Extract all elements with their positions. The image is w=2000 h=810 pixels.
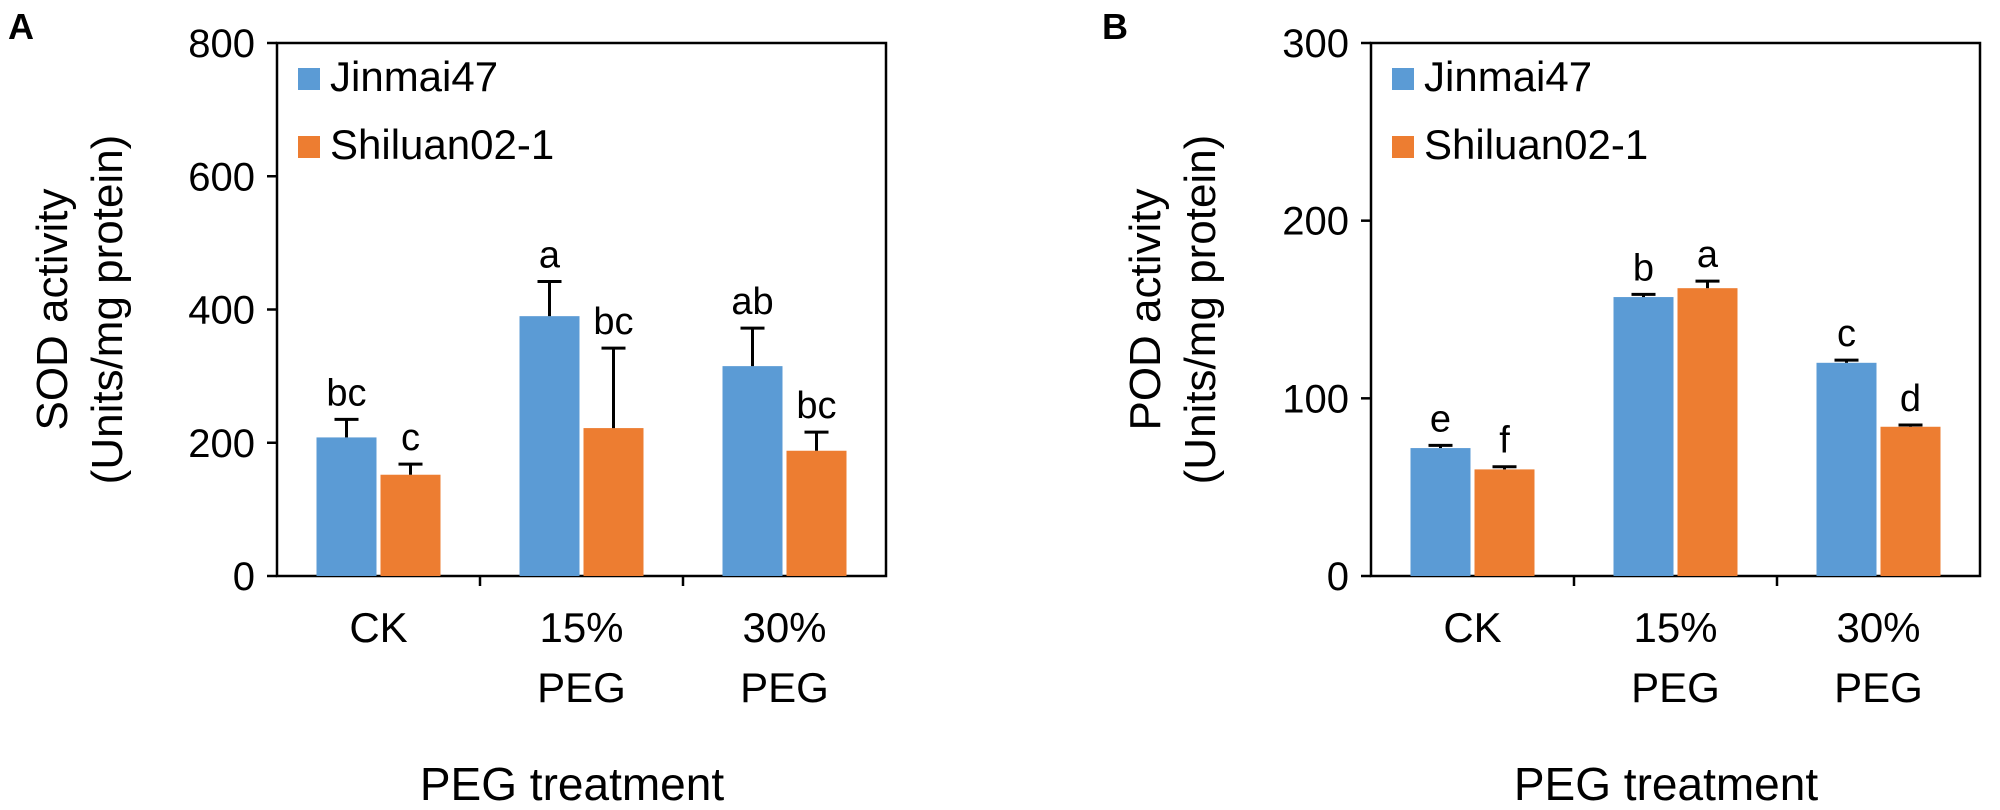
bar <box>1613 297 1674 576</box>
legend-label: Jinmai47 <box>1424 53 1592 100</box>
y-tick-label: 300 <box>1282 22 1349 66</box>
bar <box>1816 362 1877 576</box>
x-tick-label: 15% <box>539 604 623 651</box>
y-axis-subtitle: (Units/mg protein) <box>83 135 132 485</box>
y-axis-title: SOD activity <box>28 188 77 430</box>
bar <box>316 437 377 576</box>
x-tick-label: PEG <box>740 664 829 711</box>
x-tick-label: PEG <box>1834 664 1923 711</box>
bar <box>1410 448 1471 576</box>
y-tick-label: 100 <box>1282 377 1349 421</box>
significance-label: c <box>401 417 420 459</box>
x-tick-label: 30% <box>1836 604 1920 651</box>
bar <box>1474 469 1535 576</box>
bar <box>380 474 441 576</box>
y-tick-label: 200 <box>188 422 255 466</box>
x-tick-label: 15% <box>1633 604 1717 651</box>
x-tick-label: CK <box>1443 604 1501 651</box>
y-tick-label: 600 <box>188 155 255 199</box>
y-tick-label: 800 <box>188 22 255 66</box>
bar <box>786 450 847 576</box>
x-tick-label: PEG <box>537 664 626 711</box>
bar <box>722 366 783 576</box>
plot-frame <box>1369 41 1982 578</box>
legend-swatch <box>1392 68 1414 90</box>
significance-label: ab <box>731 281 773 323</box>
significance-label: a <box>539 235 561 277</box>
legend-label: Jinmai47 <box>330 53 498 100</box>
significance-label: bc <box>593 301 633 343</box>
significance-label: f <box>1499 420 1510 462</box>
x-axis-title: PEG treatment <box>420 758 724 810</box>
bar <box>1677 288 1738 576</box>
y-tick-label: 400 <box>188 289 255 333</box>
legend-label: Shiluan02-1 <box>330 121 554 168</box>
significance-label: e <box>1430 398 1451 440</box>
y-tick-label: 200 <box>1282 200 1349 244</box>
panel-letter-a: A <box>8 6 34 47</box>
y-tick-label: 0 <box>1327 555 1349 599</box>
legend-swatch <box>298 68 320 90</box>
y-axis-title: POD activity <box>1121 188 1170 430</box>
legend-swatch <box>1392 136 1414 158</box>
x-tick-label: PEG <box>1631 664 1720 711</box>
chart-panel-b: 0 100 200 300 CK 15% PEG 30% PEG e b c f a d Jinmai47 Sh… <box>1121 22 1982 810</box>
significance-label: bc <box>326 372 366 414</box>
bar <box>519 316 580 576</box>
panel-letter-b: B <box>1102 6 1128 47</box>
x-tick-label: 30% <box>742 604 826 651</box>
significance-label: bc <box>796 385 836 427</box>
y-tick-label: 0 <box>233 555 255 599</box>
legend-label: Shiluan02-1 <box>1424 121 1648 168</box>
significance-label: b <box>1633 247 1654 289</box>
x-axis-title: PEG treatment <box>1514 758 1818 810</box>
significance-label: d <box>1900 378 1921 420</box>
legend-swatch <box>298 136 320 158</box>
significance-label: c <box>1837 313 1856 355</box>
bar <box>1880 426 1941 576</box>
bar <box>583 428 644 576</box>
significance-label: a <box>1697 234 1719 276</box>
x-tick-label: CK <box>349 604 407 651</box>
y-axis-subtitle: (Units/mg protein) <box>1176 135 1225 485</box>
